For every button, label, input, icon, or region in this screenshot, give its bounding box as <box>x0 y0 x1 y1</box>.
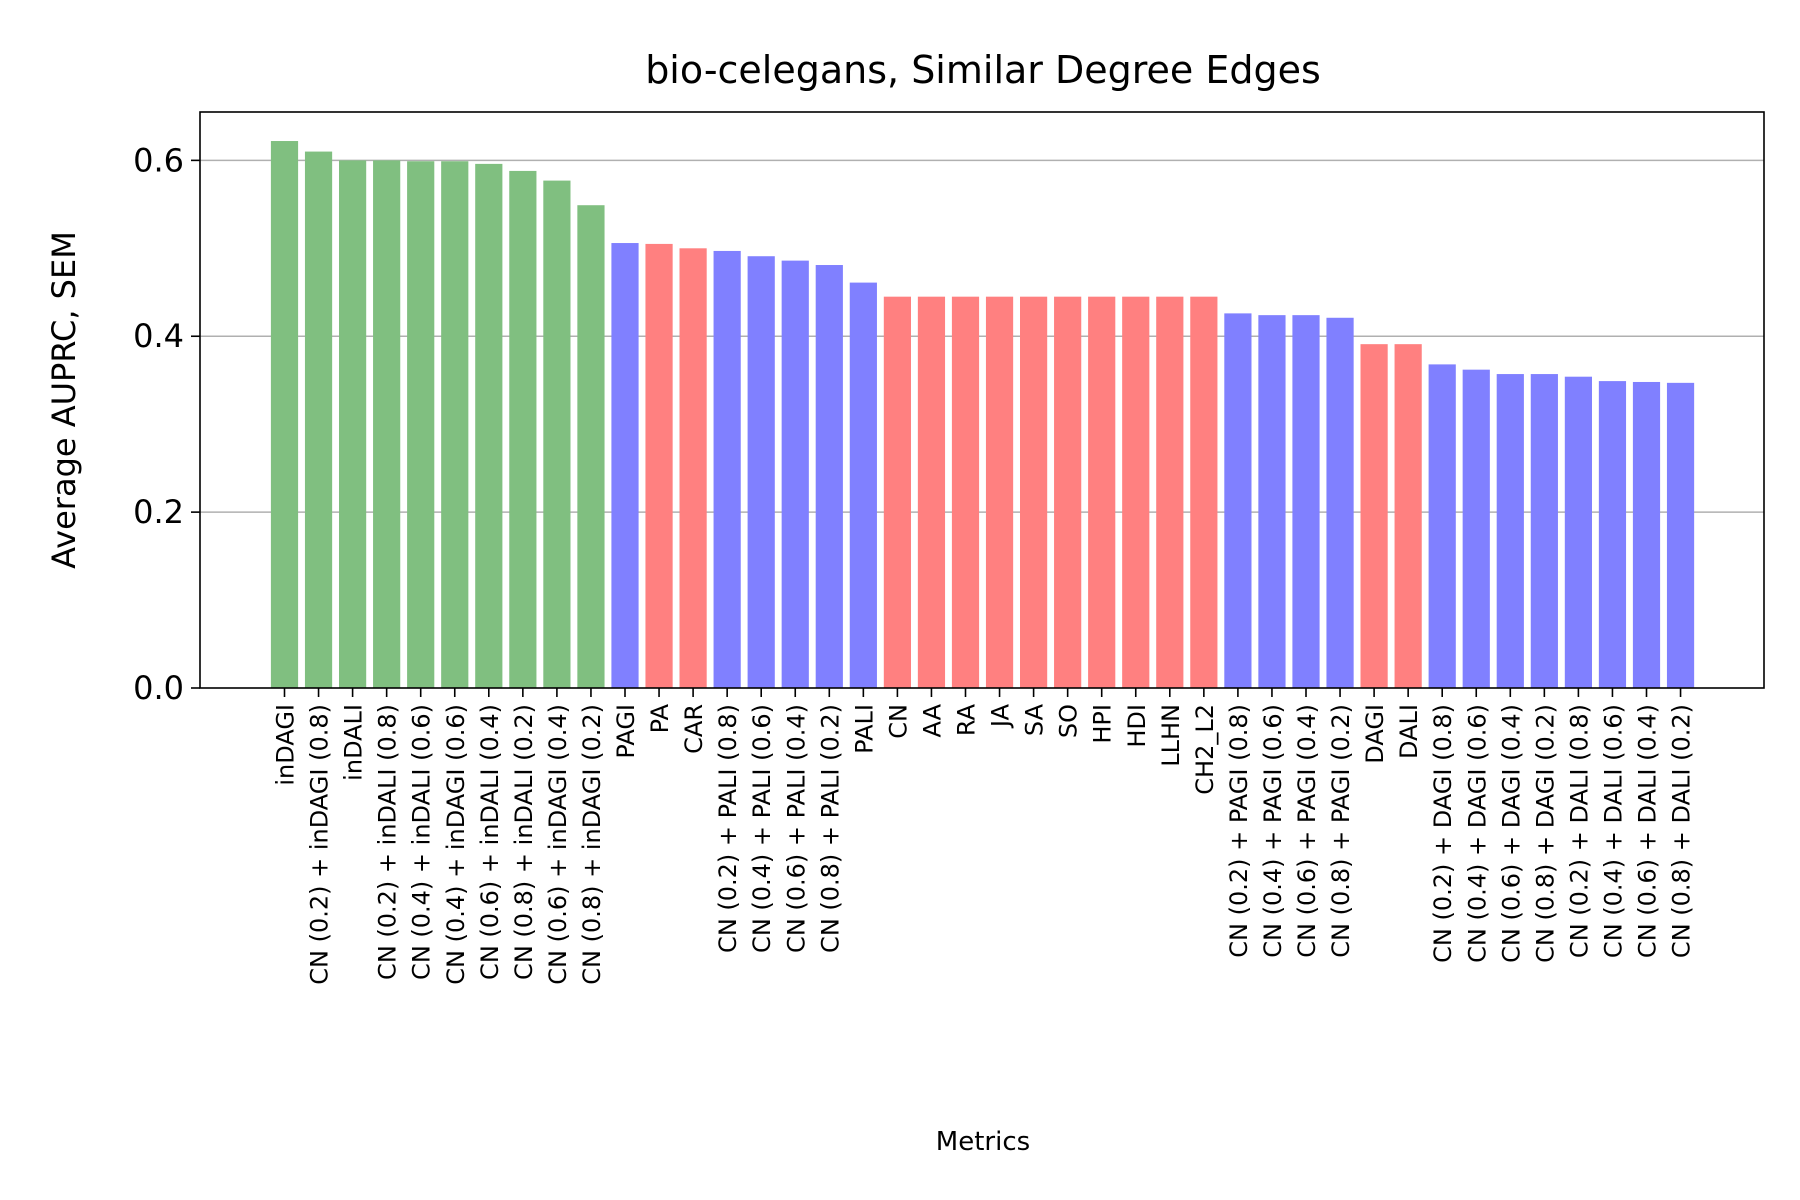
bar <box>883 296 911 688</box>
y-axis: 0.0 0.2 0.4 0.6 <box>133 141 200 707</box>
bar <box>781 260 809 688</box>
bar <box>1666 382 1695 688</box>
y-axis-label: Average AUPRC, SEM <box>45 231 83 569</box>
bar <box>917 296 946 688</box>
x-axis: inDAGI CN (0.2) + inDAGI (0.8) inDALI CN (0… <box>272 688 1696 985</box>
bar <box>1462 369 1490 688</box>
bar <box>1598 381 1627 688</box>
x-tick-label: PA <box>646 703 674 733</box>
bar <box>815 265 843 688</box>
bar <box>849 282 877 688</box>
x-tick-label: CN (0.4) + DAGI (0.6) <box>1463 704 1491 963</box>
bar <box>713 250 741 688</box>
bar <box>1156 296 1184 688</box>
bar <box>1224 313 1252 688</box>
bar <box>1394 344 1422 688</box>
x-axis-label: Metrics <box>936 1127 1030 1157</box>
x-tick-label: PALI <box>850 704 878 754</box>
x-tick-label: CN (0.2) + inDALI (0.8) <box>374 704 402 980</box>
bar <box>951 296 980 688</box>
x-tick-label: HDI <box>1123 704 1151 748</box>
bar <box>1360 344 1388 688</box>
bar <box>1088 296 1116 688</box>
bar <box>373 160 401 689</box>
x-tick-label: CN (0.6) + inDAGI (0.4) <box>544 704 572 985</box>
bar <box>985 296 1014 688</box>
bar <box>1496 374 1524 688</box>
x-tick-label: CN (0.4) + PALI (0.6) <box>748 704 776 953</box>
x-tick-label: CN (0.2) + inDAGI (0.8) <box>306 704 334 985</box>
x-tick-label: CN (0.4) + DALI (0.6) <box>1599 704 1627 958</box>
x-tick-label: DAGI <box>1361 704 1389 764</box>
bar <box>1530 374 1558 688</box>
x-tick-label: CN (0.4) + PAGI (0.6) <box>1259 704 1287 958</box>
bar <box>407 161 435 689</box>
x-tick-label: CN (0.2) + DAGI (0.8) <box>1429 704 1457 963</box>
bar <box>1564 376 1592 688</box>
chart-title: bio-celegans, Similar Degree Edges <box>645 48 1321 92</box>
bar <box>1122 296 1150 688</box>
x-tick-label: CAR <box>680 704 708 754</box>
x-tick-label: JA <box>987 703 1015 729</box>
x-tick-label: PAGI <box>612 704 640 759</box>
bar <box>1632 381 1661 688</box>
y-tick-label: 0.0 <box>133 669 184 707</box>
bar <box>747 256 775 688</box>
x-tick-label: CN (0.2) + DALI (0.8) <box>1565 704 1593 958</box>
x-tick-label: HPI <box>1089 704 1117 744</box>
x-tick-label: AA <box>918 703 946 737</box>
x-tick-label: CN (0.2) + PAGI (0.8) <box>1225 704 1253 958</box>
bar <box>1292 315 1320 688</box>
x-tick-label: LLHN <box>1157 704 1185 767</box>
x-tick-label: CN (0.8) + inDAGI (0.2) <box>578 704 606 985</box>
x-tick-label: SO <box>1055 704 1083 738</box>
bar <box>611 243 639 689</box>
x-tick-label: CN (0.6) + PAGI (0.4) <box>1293 704 1321 958</box>
bar <box>270 141 299 689</box>
x-tick-label: CN (0.6) + inDALI (0.4) <box>476 704 504 980</box>
x-tick-label: CN (0.8) + DALI (0.2) <box>1668 704 1696 958</box>
x-tick-label: CN (0.4) + inDAGI (0.6) <box>442 704 470 985</box>
x-tick-label: CN (0.6) + DAGI (0.4) <box>1497 704 1525 963</box>
bar <box>509 170 537 689</box>
bar <box>1054 296 1082 688</box>
x-tick-label: SA <box>1021 703 1049 736</box>
x-tick-label: CN (0.8) + PALI (0.2) <box>816 704 844 953</box>
y-tick-label: 0.2 <box>133 493 184 531</box>
x-tick-label: inDAGI <box>272 704 300 786</box>
bar <box>1258 315 1286 688</box>
bar <box>1428 364 1456 688</box>
bars-group <box>270 141 1695 689</box>
x-tick-label: CN (0.8) + inDALI (0.2) <box>510 704 538 980</box>
bar <box>441 161 469 689</box>
x-tick-label: CN (0.6) + DALI (0.4) <box>1634 704 1662 958</box>
x-tick-label: CN (0.6) + PALI (0.4) <box>782 704 810 953</box>
x-tick-label: inDALI <box>340 704 368 781</box>
x-tick-label: CN <box>884 704 912 739</box>
bar <box>577 205 605 688</box>
x-tick-label: RA <box>953 703 981 736</box>
x-tick-label: CN (0.4) + inDALI (0.6) <box>408 704 436 980</box>
x-tick-label: CH2_L2 <box>1191 704 1219 795</box>
bar <box>1326 317 1354 688</box>
y-tick-label: 0.4 <box>133 317 184 355</box>
x-tick-label: DALI <box>1395 704 1423 759</box>
bar <box>339 160 367 689</box>
bar <box>475 163 503 688</box>
bar <box>543 180 571 689</box>
x-tick-label: CN (0.8) + DAGI (0.2) <box>1531 704 1559 963</box>
x-tick-label: CN (0.2) + PALI (0.8) <box>714 704 742 953</box>
bar <box>679 248 707 688</box>
bar <box>1190 296 1218 688</box>
x-tick-label: CN (0.8) + PAGI (0.2) <box>1327 704 1355 958</box>
bar <box>1020 296 1048 688</box>
plot-frame <box>199 111 1765 689</box>
bar <box>645 243 673 689</box>
bar <box>304 151 333 689</box>
y-tick-label: 0.6 <box>133 141 184 179</box>
